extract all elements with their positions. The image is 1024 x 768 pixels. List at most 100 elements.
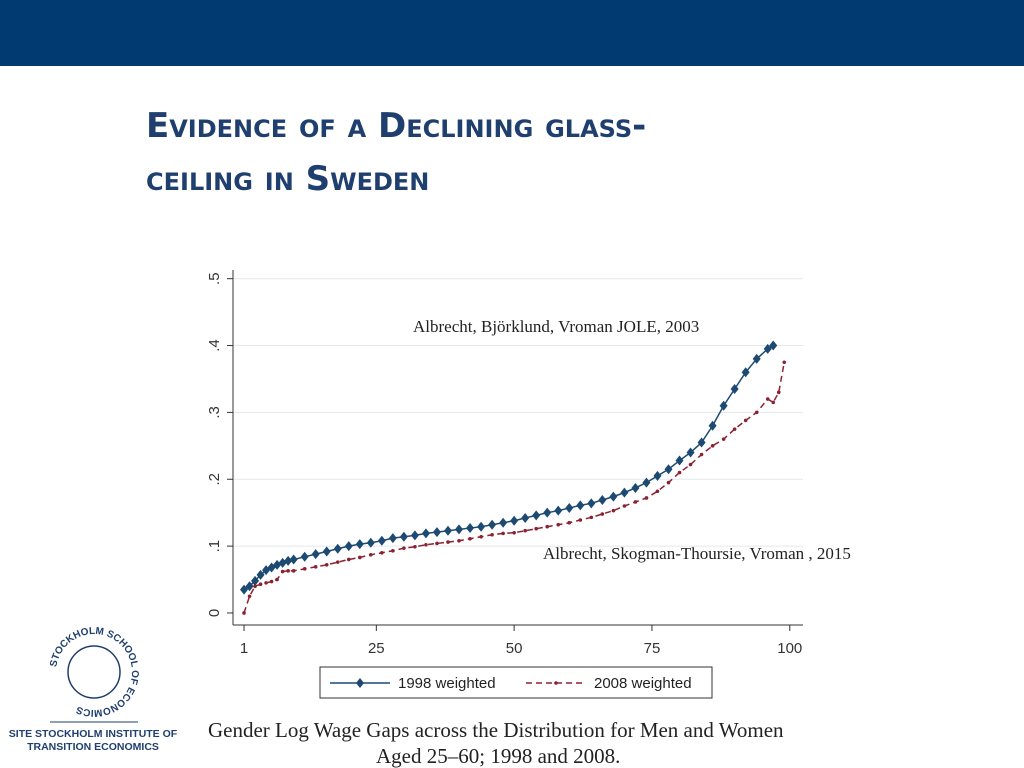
data-point — [675, 455, 684, 466]
data-point — [523, 528, 527, 533]
data-point — [532, 510, 541, 521]
data-point — [631, 482, 640, 493]
data-point — [457, 538, 461, 543]
data-point — [622, 504, 627, 508]
logo-emblem — [67, 645, 121, 699]
slide-title: Evidence of a Declining glass- — [146, 106, 646, 146]
data-point — [730, 384, 739, 395]
data-point — [346, 557, 351, 562]
data-point — [598, 494, 607, 505]
data-point — [313, 565, 318, 569]
data-point — [782, 360, 787, 365]
data-point — [576, 500, 585, 511]
data-point — [253, 584, 257, 589]
y-tick-label: .1 — [206, 540, 223, 553]
data-point — [477, 521, 486, 532]
data-point — [769, 340, 778, 351]
data-point — [521, 513, 530, 524]
data-point — [245, 581, 254, 592]
data-point — [666, 480, 671, 485]
legend-label: 1998 weighted — [398, 675, 496, 692]
data-point — [291, 569, 296, 573]
data-point — [534, 526, 538, 531]
data-point — [732, 427, 737, 431]
data-point — [499, 517, 508, 528]
data-point — [264, 581, 268, 585]
caption: Aged 25–60; 1998 and 2008. — [376, 744, 620, 768]
data-point — [479, 534, 483, 539]
annotation: Albrecht, Björklund, Vroman JOLE, 2003 — [413, 317, 699, 336]
data-point — [280, 569, 285, 574]
data-point — [578, 518, 583, 522]
data-point — [432, 527, 441, 538]
y-tick-label: .4 — [206, 339, 223, 352]
data-point — [490, 532, 494, 537]
data-point — [587, 498, 596, 509]
data-point — [443, 525, 452, 536]
annotation: Albrecht, Skogman-Thoursie, Vroman , 201… — [543, 544, 851, 563]
y-tick-label: 0 — [206, 609, 223, 617]
data-point — [380, 550, 384, 555]
data-point — [697, 437, 706, 448]
data-point — [402, 546, 406, 550]
data-point — [609, 491, 618, 502]
series-line — [243, 362, 785, 614]
data-point — [455, 524, 464, 535]
data-point — [284, 555, 293, 566]
data-point — [655, 489, 660, 494]
data-point — [765, 397, 770, 401]
slide-title: ceiling in Sweden — [146, 159, 429, 199]
logo-ring-text: STOCKHOLM SCHOOL OF ECONOMICS — [48, 626, 140, 718]
data-point — [300, 551, 309, 562]
data-point — [275, 577, 279, 582]
data-point — [242, 611, 246, 615]
data-point — [620, 487, 629, 498]
logo-text: SITE STOCKHOLM INSTITUTE OF — [9, 728, 178, 740]
data-point — [488, 519, 497, 530]
data-point — [677, 470, 682, 475]
data-point — [556, 522, 561, 527]
data-point — [333, 543, 342, 554]
y-tick-label: .3 — [206, 406, 223, 419]
data-point — [251, 575, 260, 586]
x-tick-label: 1 — [240, 640, 248, 657]
data-point — [545, 524, 550, 529]
data-point — [710, 444, 715, 448]
data-point — [611, 508, 616, 513]
x-tick-label: 75 — [644, 640, 661, 657]
data-point — [302, 567, 307, 571]
legend-marker — [554, 681, 558, 685]
data-point — [391, 548, 395, 553]
data-point — [721, 437, 726, 441]
data-point — [644, 496, 649, 500]
data-point — [377, 535, 386, 546]
data-point — [741, 367, 750, 378]
x-tick-label: 50 — [506, 640, 523, 657]
data-point — [446, 540, 450, 544]
data-point — [510, 515, 519, 526]
data-point — [269, 579, 274, 584]
data-point — [565, 503, 574, 514]
logo: STOCKHOLM SCHOOL OF ECONOMICS SITE STOCK… — [9, 626, 178, 753]
data-point — [258, 582, 263, 587]
data-point — [719, 400, 728, 411]
data-point — [355, 539, 364, 550]
y-tick-label: .5 — [206, 272, 223, 285]
data-point — [399, 531, 408, 542]
logo-ring: STOCKHOLM SCHOOL OF ECONOMICS — [48, 626, 140, 718]
data-point — [286, 569, 290, 573]
caption: Gender Log Wage Gaps across the Distribu… — [208, 718, 784, 742]
data-point — [589, 515, 594, 520]
data-point — [240, 584, 249, 595]
data-point — [567, 520, 572, 525]
legend-marker — [356, 678, 364, 688]
data-point — [642, 477, 651, 488]
data-point — [421, 528, 430, 539]
legend-label: 2008 weighted — [594, 675, 692, 692]
logo-text: TRANSITION ECONOMICS — [27, 741, 159, 753]
data-point — [763, 343, 772, 354]
y-tick-label: .2 — [206, 473, 223, 486]
data-point — [633, 500, 638, 504]
data-point — [771, 400, 776, 405]
data-point — [435, 541, 439, 546]
